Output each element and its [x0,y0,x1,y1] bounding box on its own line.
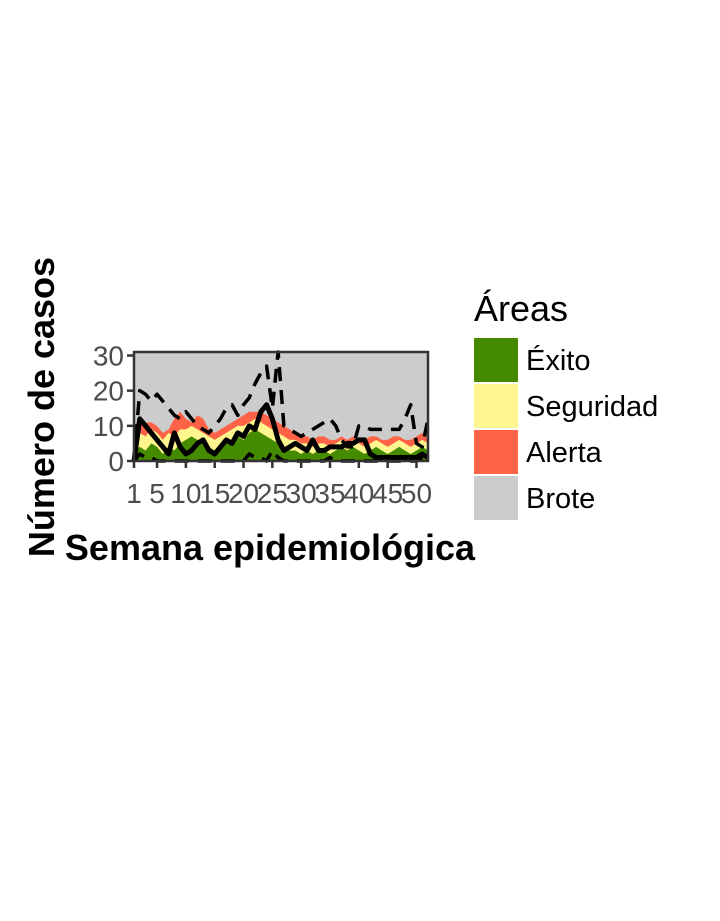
y-axis-title: Número de casos [21,257,62,557]
legend-title: Áreas [474,288,568,329]
x-tick-label: 30 [286,478,317,509]
y-tick-label: 10 [93,411,124,442]
y-tick-label: 30 [93,341,124,372]
x-axis-title: Semana epidemiológica [65,527,476,568]
x-tick-label: 20 [228,478,259,509]
legend-items: Éxito Seguridad Alerta Brote [474,338,658,520]
x-tick-label: 10 [170,478,201,509]
legend-label: Seguridad [526,391,658,423]
threshold-line-1 [132,350,430,462]
x-tick-label: 15 [199,478,230,509]
legend-swatch [474,476,518,520]
legend-label: Alerta [526,437,603,469]
y-tick-label: 20 [93,376,124,407]
x-tick-label: 50 [401,478,432,509]
x-tick-label: 1 [126,478,142,509]
legend-label: Brote [526,483,595,515]
y-axis: 0 10 20 30 [93,341,134,477]
x-tick-label: 5 [149,478,165,509]
x-tick-label: 25 [257,478,288,509]
y-tick-label: 0 [108,446,124,477]
legend-swatch [474,430,518,474]
legend: Áreas Éxito Seguridad Alerta Brote [474,288,658,520]
x-tick-label: 35 [314,478,345,509]
plot-panel-border [132,350,430,463]
legend-label: Éxito [526,344,590,377]
legend-swatch [474,338,518,382]
cases-line [131,402,430,462]
x-tick-label: 45 [372,478,403,509]
x-tick-label: 40 [343,478,374,509]
legend-swatch [474,384,518,428]
